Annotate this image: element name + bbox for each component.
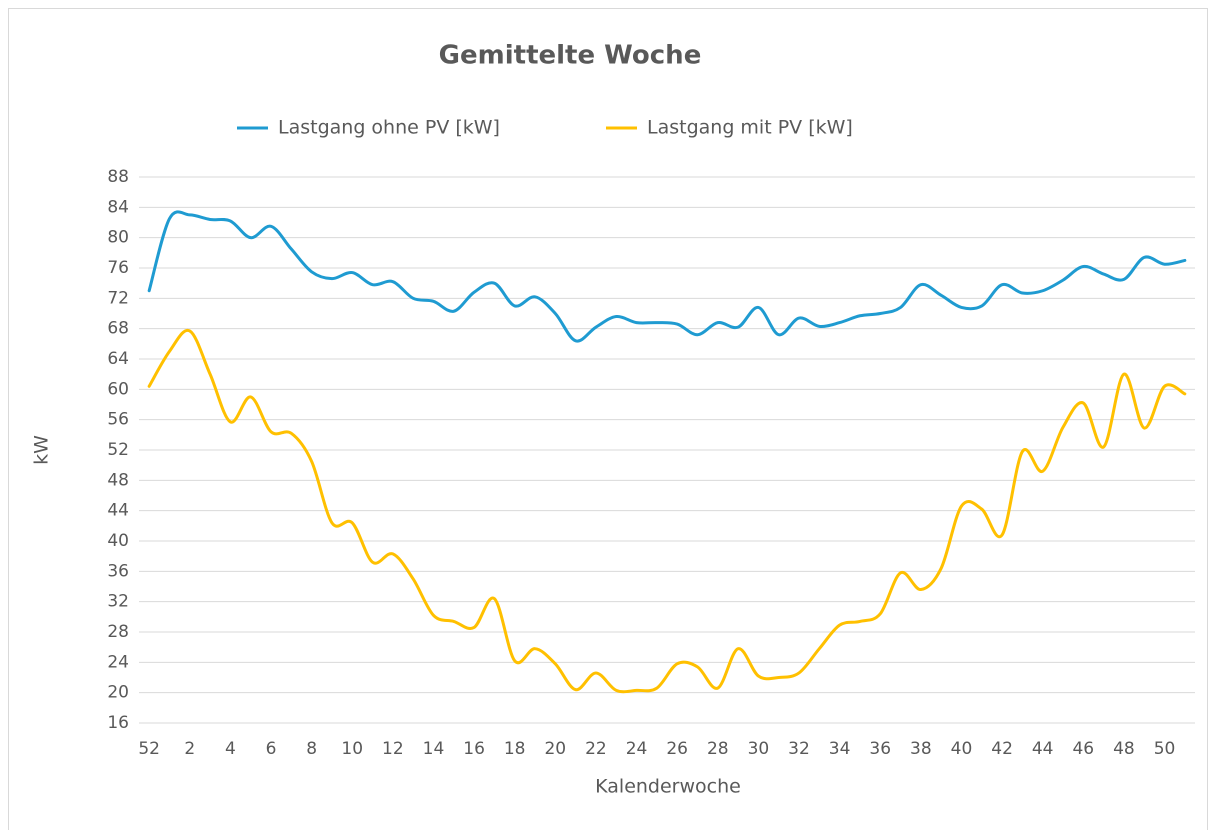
y-tick-label: 88: [107, 167, 129, 187]
x-tick-label: 16: [463, 739, 485, 759]
y-tick-label: 32: [107, 592, 129, 612]
chart-border: [8, 8, 1208, 834]
x-tick-label: 14: [423, 739, 445, 759]
x-tick-label: 44: [1032, 739, 1054, 759]
y-tick-label: 28: [107, 622, 129, 642]
y-tick-label: 40: [107, 531, 129, 551]
y-tick-label: 20: [107, 683, 129, 703]
x-tick-label: 2: [184, 739, 195, 759]
series-line: [147, 210, 1187, 343]
x-tick-label: 18: [504, 739, 526, 759]
y-tick-label: 56: [107, 410, 129, 430]
x-tick-label: 42: [991, 739, 1013, 759]
y-tick-label: 64: [107, 349, 129, 369]
x-tick-label: 50: [1154, 739, 1176, 759]
x-axis-label: Kalenderwoche: [595, 776, 741, 798]
y-tick-label: 44: [107, 501, 129, 521]
x-tick-label: 40: [951, 739, 973, 759]
y-tick-label: 76: [107, 258, 129, 278]
x-tick-label: 32: [788, 739, 810, 759]
y-tick-label: 48: [107, 470, 129, 490]
y-tick-label: 72: [107, 288, 129, 308]
x-tick-label: 26: [666, 739, 688, 759]
x-tick-label: 6: [266, 739, 277, 759]
x-tick-label: 4: [225, 739, 236, 759]
legend-label: Lastgang mit PV [kW]: [647, 117, 853, 139]
y-tick-label: 84: [107, 197, 129, 217]
x-tick-label: 8: [306, 739, 317, 759]
y-tick-label: 36: [107, 561, 129, 581]
y-tick-label: 24: [107, 652, 129, 672]
y-tick-label: 16: [107, 713, 129, 733]
y-axis-label: kW: [31, 435, 53, 465]
x-tick-label: 36: [869, 739, 891, 759]
x-tick-label: 30: [748, 739, 770, 759]
y-tick-label: 52: [107, 440, 129, 460]
legend-label: Lastgang ohne PV [kW]: [278, 117, 500, 139]
x-tick-label: 46: [1072, 739, 1094, 759]
y-tick-label: 60: [107, 379, 129, 399]
x-tick-label: 38: [910, 739, 932, 759]
x-tick-label: 24: [626, 739, 648, 759]
y-tick-label: 80: [107, 228, 129, 248]
x-tick-label: 12: [382, 739, 404, 759]
x-tick-label: 28: [707, 739, 729, 759]
chart-title: Gemittelte Woche: [439, 41, 702, 71]
x-tick-label: 48: [1113, 739, 1135, 759]
x-tick-label: 34: [829, 739, 851, 759]
y-tick-label: 68: [107, 319, 129, 339]
series-line: [147, 328, 1187, 694]
x-tick-label: 52: [138, 739, 160, 759]
x-tick-label: 20: [544, 739, 566, 759]
x-tick-label: 10: [341, 739, 363, 759]
x-tick-label: 22: [585, 739, 607, 759]
